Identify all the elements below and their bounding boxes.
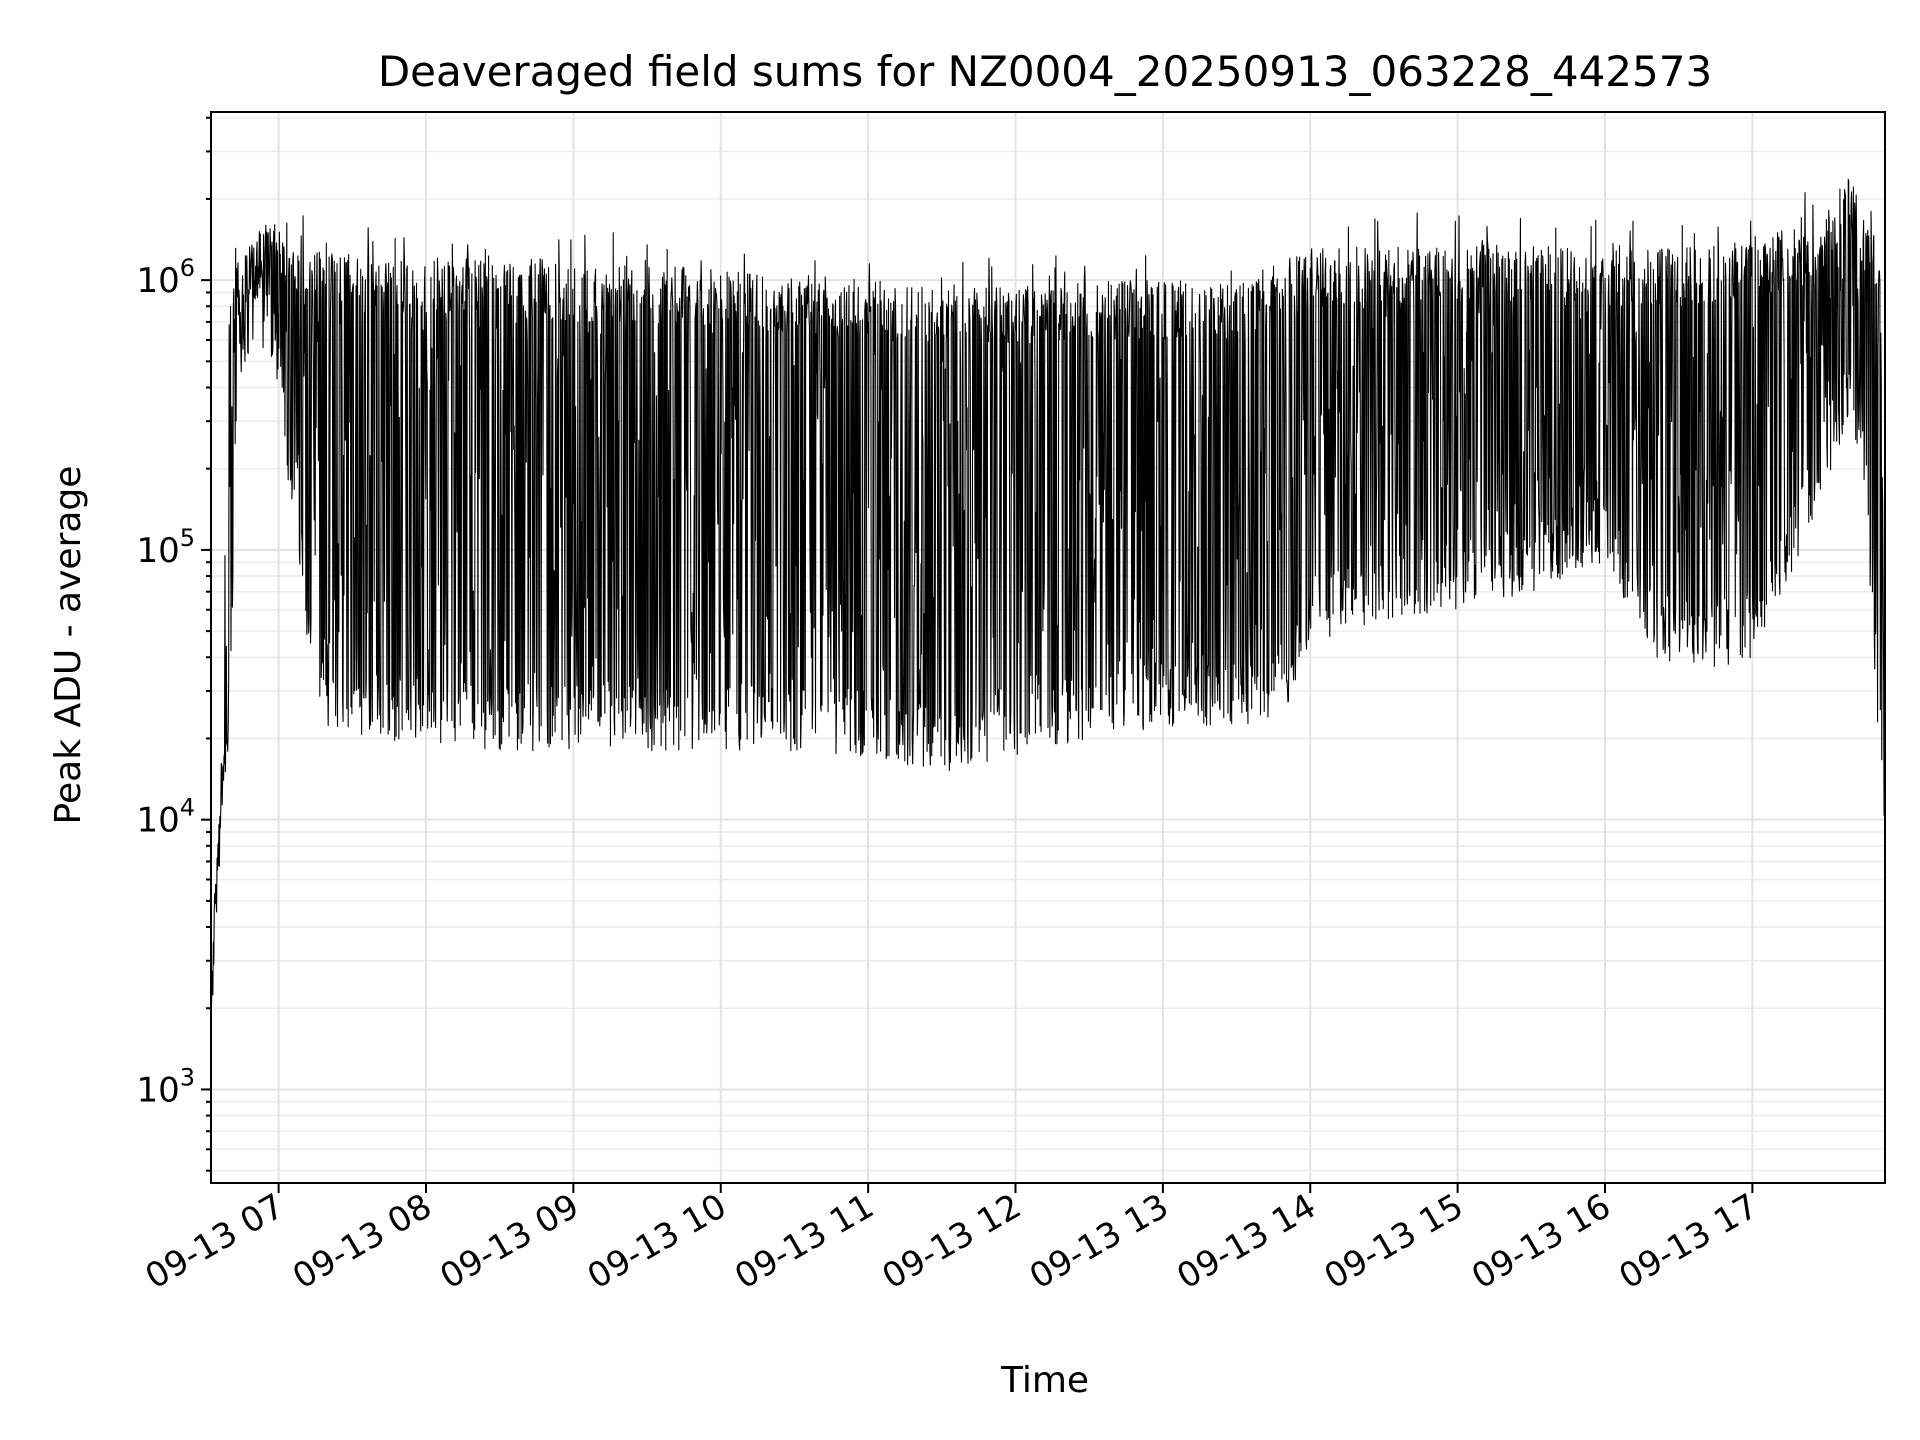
y-tick-label-base: 10 (136, 1070, 179, 1110)
y-tick-label-exponent: 4 (180, 794, 195, 822)
plot-frame (210, 111, 1886, 1184)
series-layer (210, 178, 1886, 1011)
y-tick-label-base: 10 (136, 801, 179, 841)
y-tick-label: 103 (136, 1063, 195, 1110)
y-tick-label-exponent: 6 (180, 254, 195, 282)
x-axis-label: Time (1000, 1360, 1089, 1401)
y-tick-label-base: 10 (136, 261, 179, 301)
series-line (210, 178, 1886, 1011)
y-tick-label: 105 (136, 524, 195, 571)
y-tick-label-exponent: 3 (180, 1063, 195, 1091)
y-tick-label: 104 (136, 794, 195, 841)
y-tick-label-base: 10 (136, 531, 179, 571)
y-axis-label: Peak ADU - average (48, 466, 89, 825)
y-tick-label-exponent: 5 (180, 524, 195, 552)
y-tick-label: 106 (136, 254, 195, 301)
chart-title: Deaveraged field sums for NZ0004_2025091… (378, 47, 1712, 96)
